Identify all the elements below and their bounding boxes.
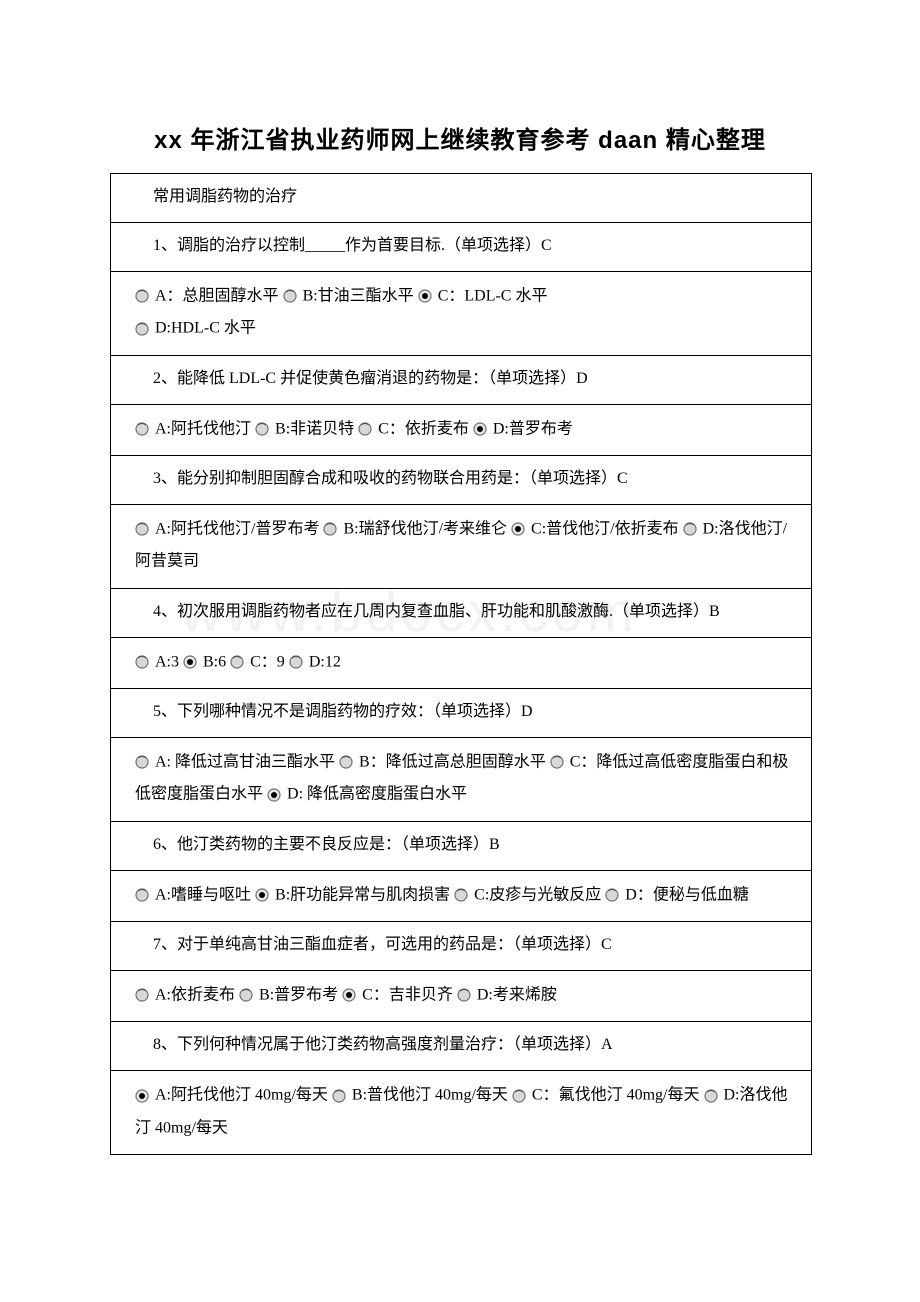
option-label: C:普伐他汀/依折麦布 (531, 520, 679, 537)
radio-icon[interactable] (358, 422, 376, 436)
option-label: A：总胆固醇水平 (155, 287, 279, 304)
radio-icon[interactable] (332, 1089, 350, 1103)
options-row: A：总胆固醇水平 B:甘油三酯水平 C：LDL-C 水平 D:HDL-C 水平 (111, 272, 811, 356)
section-header-row: 常用调脂药物的治疗 (111, 174, 811, 223)
options-row: A:依折麦布 B:普罗布考 C：吉非贝齐 D:考来烯胺 (111, 971, 811, 1022)
question-text: 7、对于单纯高甘油三酯血症者，可选用的药品是：（单项选择）C (125, 930, 799, 960)
radio-icon[interactable] (511, 522, 529, 536)
radio-icon[interactable] (135, 422, 153, 436)
options-container: A:嗜睡与呕吐 B:肝功能异常与肌肉损害 C:皮疹与光敏反应 D：便秘与低血糖 (125, 879, 799, 911)
options-row: A:阿托伐他汀 B:非诺贝特 C：依折麦布 D:普罗布考 (111, 405, 811, 456)
question-text: 2、能降低 LDL-C 并促使黄色瘤消退的药物是：（单项选择）D (125, 364, 799, 394)
option-label: B:6 (203, 653, 226, 670)
question-row: 2、能降低 LDL-C 并促使黄色瘤消退的药物是：（单项选择）D (111, 356, 811, 405)
option-label: C:皮疹与光敏反应 (474, 886, 601, 903)
options-container: A：总胆固醇水平 B:甘油三酯水平 C：LDL-C 水平 D:HDL-C 水平 (125, 280, 799, 345)
radio-icon[interactable] (683, 522, 701, 536)
question-row: 5、下列哪种情况不是调脂药物的疗效：（单项选择）D (111, 689, 811, 738)
option-label: D: 降低高密度脂蛋白水平 (287, 786, 467, 803)
option-label: C：氟伐他汀 40mg/每天 (532, 1087, 700, 1104)
radio-icon[interactable] (135, 322, 153, 336)
option-label: B:普伐他汀 40mg/每天 (352, 1087, 508, 1104)
radio-icon[interactable] (457, 988, 475, 1002)
radio-icon[interactable] (323, 522, 341, 536)
radio-icon[interactable] (135, 888, 153, 902)
question-row: 7、对于单纯高甘油三酯血症者，可选用的药品是：（单项选择）C (111, 922, 811, 971)
options-row: A:嗜睡与呕吐 B:肝功能异常与肌肉损害 C:皮疹与光敏反应 D：便秘与低血糖 (111, 871, 811, 922)
option-label: D:HDL-C 水平 (155, 320, 256, 337)
option-label: B:普罗布考 (259, 986, 338, 1003)
section-header-text: 常用调脂药物的治疗 (125, 182, 799, 212)
option-label: B:瑞舒伐他汀/考来维仑 (343, 520, 507, 537)
page-title: xx 年浙江省执业药师网上继续教育参考 daan 精心整理 (110, 120, 810, 155)
radio-icon[interactable] (255, 422, 273, 436)
radio-icon[interactable] (342, 988, 360, 1002)
radio-icon[interactable] (135, 522, 153, 536)
options-row: A:阿托伐他汀/普罗布考 B:瑞舒伐他汀/考来维仑 C:普伐他汀/依折麦布 D:… (111, 505, 811, 589)
options-row: A:3 B:6 C：9 D:12 (111, 638, 811, 689)
option-label: C：LDL-C 水平 (438, 287, 548, 304)
question-text: 1、调脂的治疗以控制_____作为首要目标.（单项选择）C (125, 231, 799, 261)
radio-icon[interactable] (135, 655, 153, 669)
option-label: C：依折麦布 (378, 420, 469, 437)
question-row: 1、调脂的治疗以控制_____作为首要目标.（单项选择）C (111, 223, 811, 272)
question-text: 5、下列哪种情况不是调脂药物的疗效：（单项选择）D (125, 697, 799, 727)
option-label: A:阿托伐他汀 40mg/每天 (155, 1087, 328, 1104)
options-container: A:阿托伐他汀 40mg/每天 B:普伐他汀 40mg/每天 C：氟伐他汀 40… (125, 1079, 799, 1144)
quiz-table: 常用调脂药物的治疗 1、调脂的治疗以控制_____作为首要目标.（单项选择）C … (110, 173, 812, 1155)
radio-icon[interactable] (418, 289, 436, 303)
option-label: A:阿托伐他汀/普罗布考 (155, 520, 319, 537)
question-row: 6、他汀类药物的主要不良反应是：（单项选择）B (111, 822, 811, 871)
radio-icon[interactable] (135, 755, 153, 769)
question-text: 8、下列何种情况属于他汀类药物高强度剂量治疗：（单项选择）A (125, 1030, 799, 1060)
radio-icon[interactable] (267, 788, 285, 802)
options-container: A:依折麦布 B:普罗布考 C：吉非贝齐 D:考来烯胺 (125, 979, 799, 1011)
option-label: A:嗜睡与呕吐 (155, 886, 251, 903)
option-label: C：吉非贝齐 (362, 986, 453, 1003)
radio-icon[interactable] (550, 755, 568, 769)
question-row: 3、能分别抑制胆固醇合成和吸收的药物联合用药是：（单项选择）C (111, 456, 811, 505)
question-row: www.bdocx.com 4、初次服用调脂药物者应在几周内复查血脂、肝功能和肌… (111, 589, 811, 638)
options-container: A:3 B:6 C：9 D:12 (125, 646, 799, 678)
option-label: D:普罗布考 (493, 420, 573, 437)
option-label: D:12 (309, 653, 341, 670)
radio-icon[interactable] (135, 1089, 153, 1103)
option-label: B:非诺贝特 (275, 420, 354, 437)
radio-icon[interactable] (512, 1089, 530, 1103)
radio-icon[interactable] (605, 888, 623, 902)
question-text: 4、初次服用调脂药物者应在几周内复查血脂、肝功能和肌酸激酶.（单项选择）B (125, 597, 799, 627)
option-label: D：便秘与低血糖 (625, 886, 749, 903)
option-label: A: 降低过高甘油三酯水平 (155, 753, 335, 770)
option-label: B:甘油三酯水平 (303, 287, 414, 304)
radio-icon[interactable] (135, 289, 153, 303)
option-label: A:阿托伐他汀 (155, 420, 251, 437)
radio-icon[interactable] (289, 655, 307, 669)
radio-icon[interactable] (283, 289, 301, 303)
radio-icon[interactable] (239, 988, 257, 1002)
options-row: A: 降低过高甘油三酯水平 B：降低过高总胆固醇水平 C：降低过高低密度脂蛋白和… (111, 738, 811, 822)
option-label: B:肝功能异常与肌肉损害 (275, 886, 450, 903)
radio-icon[interactable] (230, 655, 248, 669)
option-label: A:依折麦布 (155, 986, 235, 1003)
radio-icon[interactable] (454, 888, 472, 902)
radio-icon[interactable] (473, 422, 491, 436)
radio-icon[interactable] (135, 988, 153, 1002)
option-label: C：9 (250, 653, 285, 670)
radio-icon[interactable] (339, 755, 357, 769)
options-container: A:阿托伐他汀/普罗布考 B:瑞舒伐他汀/考来维仑 C:普伐他汀/依折麦布 D:… (125, 513, 799, 578)
option-label: A:3 (155, 653, 179, 670)
radio-icon[interactable] (183, 655, 201, 669)
options-container: A:阿托伐他汀 B:非诺贝特 C：依折麦布 D:普罗布考 (125, 413, 799, 445)
options-row: A:阿托伐他汀 40mg/每天 B:普伐他汀 40mg/每天 C：氟伐他汀 40… (111, 1071, 811, 1154)
option-label: B：降低过高总胆固醇水平 (359, 753, 546, 770)
question-text: 3、能分别抑制胆固醇合成和吸收的药物联合用药是：（单项选择）C (125, 464, 799, 494)
option-label: D:考来烯胺 (477, 986, 557, 1003)
question-row: 8、下列何种情况属于他汀类药物高强度剂量治疗：（单项选择）A (111, 1022, 811, 1071)
radio-icon[interactable] (255, 888, 273, 902)
page-container: xx 年浙江省执业药师网上继续教育参考 daan 精心整理 常用调脂药物的治疗 … (0, 0, 920, 1195)
radio-icon[interactable] (704, 1089, 722, 1103)
options-container: A: 降低过高甘油三酯水平 B：降低过高总胆固醇水平 C：降低过高低密度脂蛋白和… (125, 746, 799, 811)
question-text: 6、他汀类药物的主要不良反应是：（单项选择）B (125, 830, 799, 860)
